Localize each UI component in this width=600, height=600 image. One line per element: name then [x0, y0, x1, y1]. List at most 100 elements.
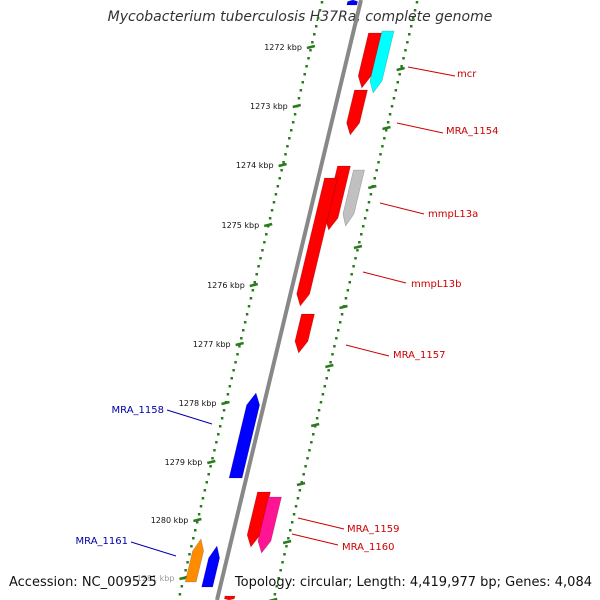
label-leader-line — [291, 533, 339, 546]
gene-label-mra-1154[interactable]: MRA_1154 — [446, 126, 498, 137]
track-dot — [293, 113, 297, 116]
gene-mra-1154[interactable] — [346, 89, 368, 136]
track-dot — [373, 177, 376, 180]
track-dot — [197, 513, 201, 516]
track-dot — [207, 473, 210, 476]
track-dot — [201, 497, 205, 500]
track-dot — [272, 201, 276, 204]
label-leader-line — [362, 271, 407, 284]
gene-label-mra-1160[interactable]: MRA_1160 — [342, 542, 394, 553]
track-dot — [363, 217, 367, 220]
track-dot — [310, 441, 313, 444]
track-dot — [222, 409, 226, 412]
gene-label-mmpl13a[interactable]: mmpL13a — [428, 209, 478, 220]
gene-mra-1158[interactable] — [228, 392, 260, 479]
gene-mra-1161[interactable] — [184, 538, 204, 583]
track-dot — [184, 569, 187, 572]
gene-label-mra-1159[interactable]: MRA_1159 — [347, 524, 399, 535]
track-dot — [325, 377, 328, 380]
track-dot — [406, 41, 409, 44]
track-dot — [329, 361, 332, 364]
track-dot — [255, 273, 258, 276]
gene-mcr[interactable] — [369, 30, 395, 94]
track-dot — [298, 489, 302, 492]
tick-mark — [339, 304, 348, 310]
track-dot — [299, 89, 303, 92]
track-dot — [194, 529, 197, 532]
genes — [184, 0, 395, 600]
gene-arrow[interactable] — [357, 32, 382, 89]
track-dot — [337, 329, 340, 332]
track-dot — [390, 105, 394, 108]
track-dot — [318, 9, 322, 12]
track-dot — [294, 505, 298, 508]
track-dot — [296, 497, 300, 500]
track-dot — [178, 593, 182, 596]
kbp-label: 1277 kbp — [193, 340, 231, 349]
track-dot — [195, 521, 199, 524]
gene-arrow[interactable] — [201, 545, 220, 588]
track-dot — [274, 193, 278, 196]
kbp-label: 1276 kbp — [207, 281, 245, 290]
tick-mark — [353, 244, 363, 250]
track-dot — [297, 97, 301, 100]
label-leader-line — [396, 122, 444, 134]
gene-label-mmpl13b[interactable]: mmpL13b — [411, 279, 461, 290]
track-dot — [277, 577, 280, 580]
track-dot — [396, 81, 400, 84]
gene-label-mcr[interactable]: mcr — [457, 69, 477, 80]
tick-mark — [296, 481, 306, 487]
right-dotted-track — [273, 1, 419, 596]
accession-text: Accession: NC_009525 — [9, 575, 157, 590]
tick-mark — [310, 422, 320, 428]
track-dot — [273, 593, 277, 596]
track-dot — [383, 137, 386, 140]
track-dot — [186, 561, 189, 564]
gene-label-mra-1157[interactable]: MRA_1157 — [393, 350, 445, 361]
gene-mmpl13a[interactable] — [342, 169, 365, 227]
kbp-label: 1280 kbp — [151, 516, 189, 525]
track-dot — [381, 145, 384, 148]
track-dot — [247, 305, 251, 308]
track-dot — [312, 433, 315, 436]
track-dot — [289, 529, 292, 532]
track-dot — [398, 73, 401, 76]
track-dot — [301, 81, 305, 84]
track-dot — [226, 393, 230, 396]
gene-label-mra-1161[interactable]: MRA_1161 — [76, 536, 128, 547]
tick-mark — [292, 103, 302, 109]
gene-mra-1157[interactable] — [294, 313, 315, 354]
gene-labels: mcr MRA_1154 mmpL13a mmpL13b MRA_1157 MRA_115… — [76, 69, 499, 553]
kbp-label: 1281 kbp — [137, 574, 175, 583]
track-dot — [290, 129, 293, 132]
track-dot — [213, 449, 216, 452]
track-dot — [192, 537, 195, 540]
track-dot — [232, 369, 235, 372]
label-leader-line — [379, 202, 425, 215]
gene-mra-1159[interactable] — [246, 491, 271, 548]
track-dot — [377, 161, 380, 164]
track-dot — [338, 321, 342, 324]
label-leader-line — [407, 66, 456, 77]
track-dot — [257, 265, 260, 268]
gene-label-mra-1158[interactable]: MRA_1158 — [112, 405, 164, 416]
kbp-label: 1278 kbp — [179, 399, 217, 408]
track-dot — [306, 457, 309, 460]
track-dot — [190, 545, 193, 548]
kbp-ticks: 1272 kbp 1273 kbp 1274 kbp 1275 kbp 1276 kbp… — [137, 43, 405, 600]
track-dot — [348, 281, 352, 284]
track-dot — [307, 57, 310, 60]
gene-mra-1160[interactable] — [257, 496, 282, 554]
track-dot — [340, 313, 344, 316]
track-dot — [315, 417, 319, 420]
gene-arrow[interactable] — [346, 0, 358, 6]
label-leader-line — [130, 541, 177, 557]
tick-mark — [268, 597, 278, 600]
track-dot — [286, 145, 289, 148]
track-dot — [354, 257, 357, 260]
gene-mmpl13b[interactable] — [296, 177, 338, 307]
track-dot — [211, 457, 214, 460]
track-dot — [275, 585, 279, 588]
tick-mark — [282, 539, 292, 545]
gene-arrow[interactable] — [223, 595, 236, 600]
